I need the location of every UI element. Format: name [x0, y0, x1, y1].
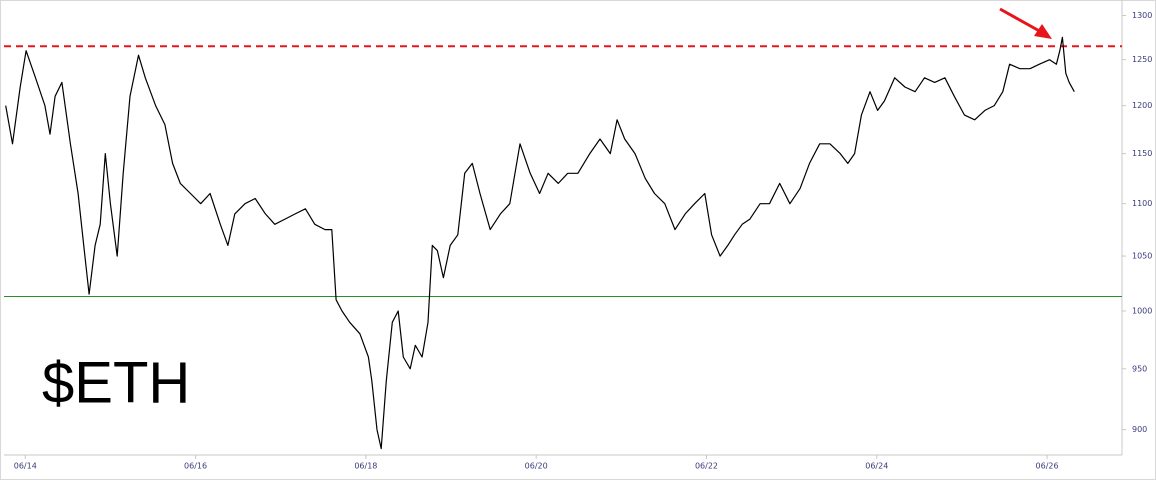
y-tick-label: 950	[1132, 364, 1147, 373]
x-tick-label: 06/22	[695, 462, 718, 471]
x-tick-label: 06/24	[865, 462, 888, 471]
y-tick-label: 1300	[1132, 11, 1152, 20]
price-line	[5, 36, 1075, 450]
y-tick-label: 1000	[1132, 307, 1152, 316]
y-tick-label: 900	[1132, 425, 1147, 434]
x-tick-label: 06/14	[14, 462, 37, 471]
x-tick-label: 06/20	[525, 462, 548, 471]
x-tick-label: 06/26	[1036, 462, 1059, 471]
y-tick-label: 1100	[1132, 199, 1152, 208]
arrow	[999, 7, 1052, 39]
chart-label: $ETH	[42, 350, 190, 415]
x-tick-label: 06/16	[184, 462, 207, 471]
x-tick-label: 06/18	[354, 462, 377, 471]
y-tick-label: 1050	[1132, 252, 1152, 261]
y-tick-label: 1150	[1132, 149, 1152, 158]
y-tick-label: 1250	[1132, 55, 1152, 64]
y-tick-label: 1200	[1132, 101, 1152, 110]
